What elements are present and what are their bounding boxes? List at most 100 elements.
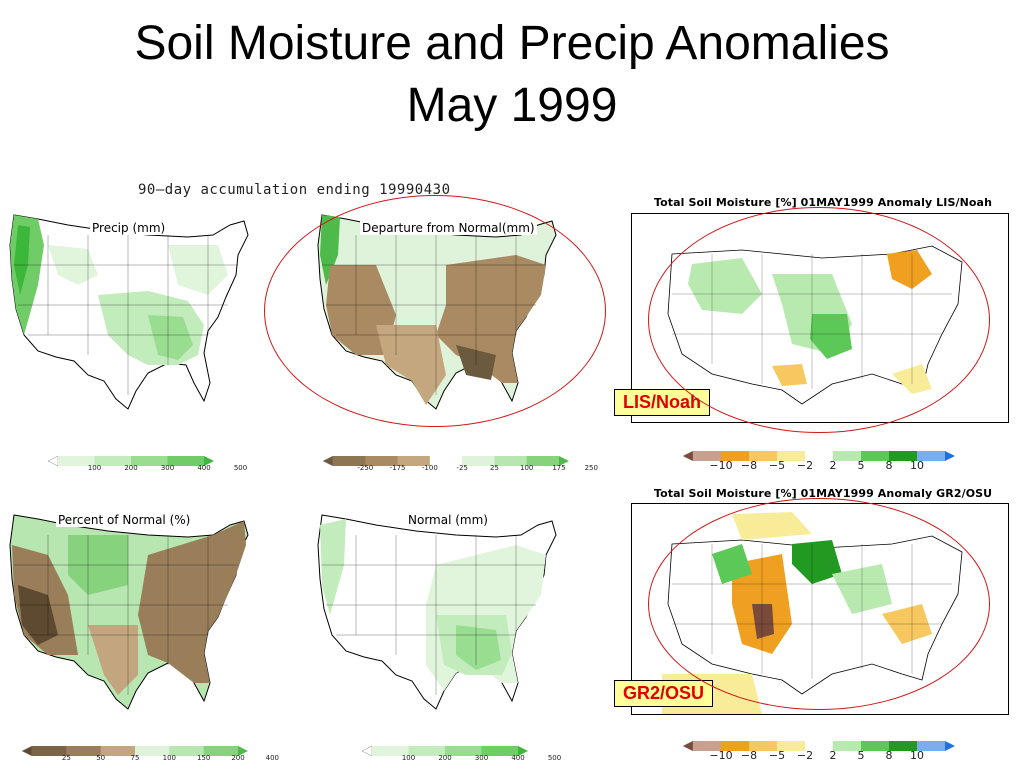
departure-map: Departure from Normal(mm): [316, 205, 561, 420]
colorbar-tick-label: 75: [130, 754, 140, 762]
colorbar-tick-labels: 100 200 300 400 500: [48, 464, 247, 474]
colorbar-high-arrow: [518, 746, 528, 756]
colorbar-swatch: [32, 746, 67, 756]
colorbar-swatches: [682, 450, 955, 462]
colorbar-tick-labels: 100 200 300 400 500: [362, 754, 561, 764]
colorbar-tick-label: 250: [584, 464, 598, 472]
colorbar-swatch: [861, 451, 890, 461]
colorbar-tick-label: 10: [910, 459, 924, 472]
colorbar-swatch: [749, 451, 778, 461]
colorbar-tick-label: 300: [474, 754, 489, 762]
colorbar-tick-label: −5: [768, 749, 786, 762]
colorbar-swatch: [777, 741, 806, 751]
slide-subtitle: May 1999: [406, 79, 618, 132]
colorbar-high-arrow: [204, 456, 214, 466]
colorbar-swatch: [445, 746, 482, 756]
colorbar-tick-label: 400: [265, 754, 280, 762]
colorbar-tick-label: 500: [547, 754, 562, 762]
colorbar-tick-label: 100: [520, 464, 534, 472]
precip-map-label: Precip (mm): [90, 221, 168, 235]
colorbar-tick-label: 25: [489, 464, 499, 472]
percent-colorbar: 25 50 75 100 150 200 400: [21, 743, 279, 764]
colorbar-swatch: [749, 741, 778, 751]
colorbar-swatch: [721, 741, 750, 751]
gr2-osu-tag: GR2/OSU: [614, 680, 714, 707]
colorbar-swatch: [167, 456, 205, 466]
departure-map-label: Departure from Normal(mm): [360, 221, 537, 235]
colorbar-swatch: [333, 456, 366, 466]
colorbar-tick-label: −5: [768, 459, 786, 472]
colorbar-swatch: [833, 451, 862, 461]
colorbar-tick-label: −10: [709, 459, 733, 472]
colorbar-swatches: [361, 745, 528, 757]
colorbar-swatch: [693, 741, 722, 751]
colorbar-swatch: [526, 456, 560, 466]
colorbar-swatch: [408, 746, 446, 756]
colorbar-tick-label: 2: [829, 749, 837, 762]
normal-map: Normal (mm): [316, 505, 561, 740]
lis-colorbar: −10 −8 −5 −2 2 5 8 10: [682, 448, 955, 472]
colorbar-tick-label: 300: [160, 464, 175, 472]
colorbar-tick-label: 10: [910, 749, 924, 762]
colorbar-tick-label: 5: [857, 749, 865, 762]
colorbar-tick-label: 50: [96, 754, 106, 762]
colorbar-tick-label: 25: [61, 754, 71, 762]
lis-soil-map: [631, 213, 1009, 423]
lis-noah-tag: LIS/Noah: [614, 389, 711, 416]
colorbar-swatches: [21, 745, 248, 757]
colorbar-swatch: [131, 456, 168, 466]
colorbar-swatch: [94, 456, 132, 466]
colorbar-swatch: [481, 746, 519, 756]
colorbar-swatch: [169, 746, 205, 756]
colorbar-swatch: [917, 741, 946, 751]
gr2-colorbar: −10 −8 −5 −2 2 5 8 10: [682, 738, 955, 762]
colorbar-tick-label: 150: [196, 754, 211, 762]
normal-colorbar: 100 200 300 400 500: [361, 743, 561, 764]
colorbar-high-arrow: [945, 741, 955, 751]
colorbar-swatch: [429, 456, 463, 466]
colorbar-swatch: [833, 741, 862, 751]
colorbar-tick-label: 200: [231, 754, 245, 762]
colorbar-swatch: [58, 456, 95, 466]
colorbar-tick-label: −2: [796, 749, 814, 762]
colorbar-swatches: [322, 455, 569, 467]
colorbar-high-arrow: [238, 746, 248, 756]
colorbar-tick-label: 400: [511, 754, 525, 762]
colorbar-high-arrow: [945, 451, 955, 461]
colorbar-tick-label: 8: [885, 749, 893, 762]
colorbar-tick-labels: 25 50 75 100 150 200 400: [22, 754, 279, 764]
colorbar-swatch: [462, 456, 495, 466]
colorbar-tick-label: 100: [162, 754, 177, 762]
colorbar-swatch: [805, 451, 834, 461]
percent-map-label: Percent of Normal (%): [56, 513, 193, 527]
colorbar-tick-label: 100: [401, 754, 416, 762]
colorbar-swatch: [917, 451, 946, 461]
colorbar-swatch: [805, 741, 834, 751]
colorbar-swatch: [100, 746, 136, 756]
gr2-soil-map: [631, 503, 1009, 715]
colorbar-tick-label: 400: [197, 464, 211, 472]
colorbar-tick-label: 175: [552, 464, 566, 472]
colorbar-swatch: [203, 746, 239, 756]
colorbar-swatch: [861, 741, 890, 751]
percent-map: Percent of Normal (%): [8, 505, 253, 740]
colorbar-tick-label: 200: [438, 754, 452, 762]
colorbar-tick-label: -250: [357, 464, 374, 472]
colorbar-swatch: [777, 451, 806, 461]
departure-colorbar: -250 -175 -100 -25 25 100 175 250: [322, 453, 598, 472]
accumulation-caption: 90—day accumulation ending 19990430: [138, 182, 451, 198]
colorbar-swatch: [365, 456, 399, 466]
colorbar-swatch: [693, 451, 722, 461]
colorbar-high-arrow: [559, 456, 569, 466]
colorbar-swatch: [721, 451, 750, 461]
colorbar-swatch: [889, 451, 918, 461]
colorbar-tick-label: 8: [885, 459, 893, 472]
colorbar-tick-label: −10: [709, 749, 733, 762]
normal-map-label: Normal (mm): [406, 513, 490, 527]
gr2-map-title: Total Soil Moisture [%] 01MAY1999 Anomal…: [654, 487, 993, 500]
colorbar-swatch: [397, 456, 431, 466]
colorbar-tick-label: -175: [389, 464, 406, 472]
colorbar-tick-label: 500: [233, 464, 248, 472]
colorbar-swatch: [889, 741, 918, 751]
colorbar-tick-label: -100: [421, 464, 438, 472]
